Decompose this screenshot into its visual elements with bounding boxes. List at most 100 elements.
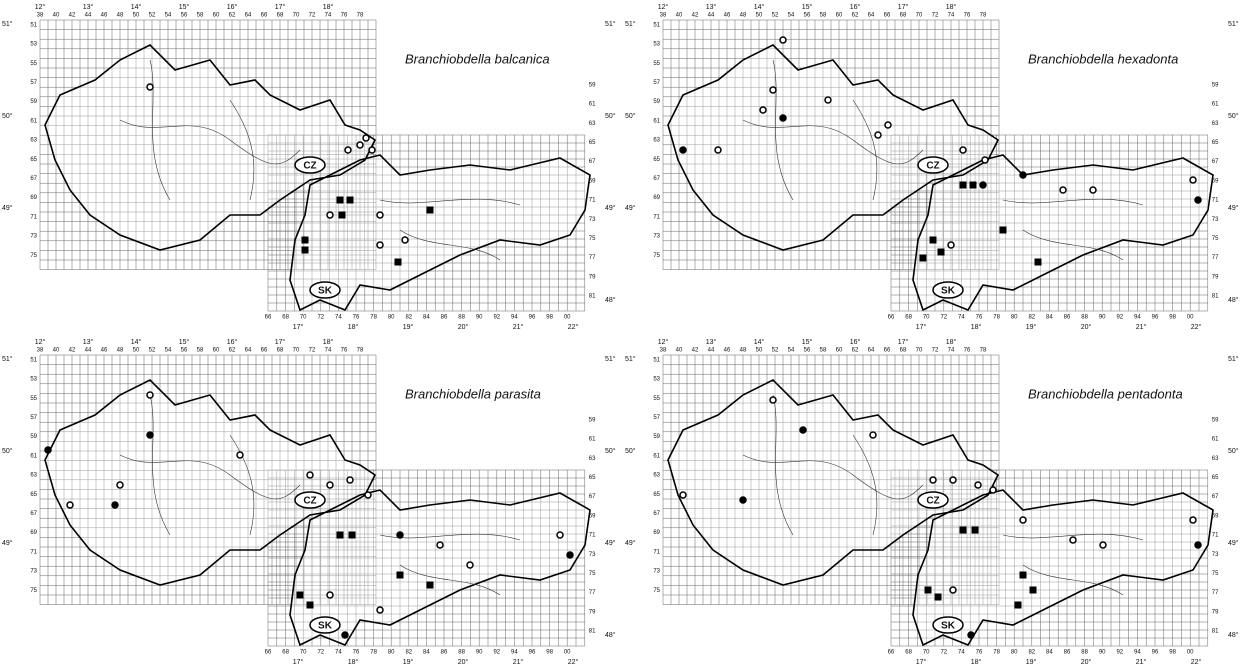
grid-column-label: 66 bbox=[265, 650, 272, 656]
degree-label: 50° bbox=[1228, 447, 1239, 455]
grid-column-label: 50 bbox=[756, 13, 763, 19]
degree-label: 48° bbox=[1228, 296, 1239, 304]
record-square bbox=[339, 212, 346, 219]
record-circle bbox=[885, 122, 891, 128]
grid-row-label: 51 bbox=[653, 22, 660, 28]
grid-column-label: 66 bbox=[261, 348, 268, 354]
record-circle bbox=[357, 142, 363, 148]
grid-column-label: 58 bbox=[820, 348, 827, 354]
grid-column-label: 46 bbox=[724, 13, 731, 19]
degree-label: 50° bbox=[1228, 112, 1239, 120]
grid-row-label: 71 bbox=[653, 549, 660, 555]
grid-column-label: 58 bbox=[197, 348, 204, 354]
grid-column-label: 38 bbox=[37, 348, 44, 354]
record-circle bbox=[567, 552, 573, 558]
degree-label: 22° bbox=[568, 323, 579, 331]
grid-column-label: 56 bbox=[181, 13, 188, 19]
grid-column-label: 70 bbox=[293, 348, 300, 354]
grid-column-label: 52 bbox=[772, 348, 779, 354]
grid-column-label: 56 bbox=[181, 348, 188, 354]
grid-row-label: 53 bbox=[30, 42, 37, 48]
grid-column-label: 42 bbox=[692, 13, 699, 19]
record-circle bbox=[680, 492, 686, 498]
grid-row-label: 61 bbox=[30, 118, 37, 124]
record-circle bbox=[975, 482, 981, 488]
grid-column-label: 40 bbox=[53, 348, 60, 354]
degree-label: 20° bbox=[458, 323, 469, 331]
grid-column-label: 70 bbox=[293, 13, 300, 19]
grid-column-label: 44 bbox=[85, 13, 92, 19]
grid-column-label: 00 bbox=[564, 315, 571, 321]
grid-row-label: 51 bbox=[30, 22, 37, 28]
species-title: Branchiobdella balcanica bbox=[405, 51, 550, 66]
species-title: Branchiobdella parasita bbox=[405, 386, 541, 401]
grid-column-label: 46 bbox=[101, 348, 108, 354]
grid-row-label: 61 bbox=[589, 437, 596, 443]
grid-row-label: 53 bbox=[653, 42, 660, 48]
grid-column-label: 78 bbox=[993, 650, 1000, 656]
grid-row-label: 65 bbox=[1212, 475, 1219, 481]
grid-column-label: 84 bbox=[423, 650, 430, 656]
grid-row-label: 69 bbox=[589, 178, 596, 184]
degree-label: 17° bbox=[293, 323, 304, 331]
grid-column-label: 94 bbox=[1134, 650, 1141, 656]
grid-row-label: 75 bbox=[1212, 571, 1219, 577]
grid-row-label: 63 bbox=[1212, 456, 1219, 462]
record-square bbox=[337, 532, 344, 539]
grid-row-label: 67 bbox=[1212, 159, 1219, 165]
degree-label: 51° bbox=[605, 355, 616, 363]
degree-label: 17° bbox=[916, 658, 927, 666]
grid-column-label: 86 bbox=[1064, 315, 1071, 321]
degree-label: 14° bbox=[754, 3, 765, 11]
grid-column-label: 74 bbox=[335, 650, 342, 656]
grid-column-label: 94 bbox=[511, 315, 518, 321]
grid-row-label: 53 bbox=[653, 377, 660, 383]
map-panel: 3840424446485052545658606264666870727476… bbox=[625, 338, 1239, 666]
grid-row-label: 65 bbox=[1212, 140, 1219, 146]
degree-label: 18° bbox=[946, 3, 957, 11]
degree-label: 17° bbox=[275, 3, 286, 11]
grid-column-label: 76 bbox=[353, 315, 360, 321]
grid-row-label: 69 bbox=[653, 195, 660, 201]
grid-column-label: 66 bbox=[888, 315, 895, 321]
record-square bbox=[297, 592, 304, 599]
record-circle bbox=[1060, 187, 1066, 193]
grid-row-label: 59 bbox=[653, 434, 660, 440]
record-square bbox=[395, 259, 402, 266]
record-square bbox=[970, 182, 977, 189]
record-circle bbox=[363, 135, 369, 141]
grid-column-label: 72 bbox=[309, 348, 316, 354]
record-circle bbox=[1190, 177, 1196, 183]
grid-row-label: 71 bbox=[589, 533, 596, 539]
record-circle bbox=[327, 592, 333, 598]
degree-label: 48° bbox=[605, 296, 616, 304]
grid-row-label: 63 bbox=[1212, 121, 1219, 127]
grid-row-label: 75 bbox=[1212, 236, 1219, 242]
degree-label: 49° bbox=[2, 204, 13, 212]
grid-column-label: 74 bbox=[325, 13, 332, 19]
grid-row-label: 59 bbox=[589, 82, 596, 88]
grid-row-label: 73 bbox=[1212, 552, 1219, 558]
record-circle bbox=[1195, 197, 1201, 203]
grid-row-label: 71 bbox=[589, 198, 596, 204]
grid-column-label: 92 bbox=[1116, 650, 1123, 656]
degree-label: 12° bbox=[35, 338, 46, 346]
grid-row-label: 59 bbox=[1212, 82, 1219, 88]
country-label: SK bbox=[318, 621, 333, 632]
grid-column-label: 88 bbox=[1081, 650, 1088, 656]
degree-label: 15° bbox=[802, 3, 813, 11]
record-circle bbox=[147, 392, 153, 398]
grid-row-label: 71 bbox=[1212, 533, 1219, 539]
grid-column-label: 56 bbox=[804, 348, 811, 354]
record-circle bbox=[960, 147, 966, 153]
grid-column-label: 70 bbox=[916, 13, 923, 19]
grid-row-label: 63 bbox=[653, 473, 660, 479]
grid-column-label: 76 bbox=[964, 348, 971, 354]
record-circle bbox=[1090, 187, 1096, 193]
record-circle bbox=[557, 532, 563, 538]
degree-label: 18° bbox=[323, 3, 334, 11]
country-border bbox=[45, 380, 590, 645]
record-square bbox=[938, 249, 945, 256]
record-square bbox=[920, 255, 927, 262]
